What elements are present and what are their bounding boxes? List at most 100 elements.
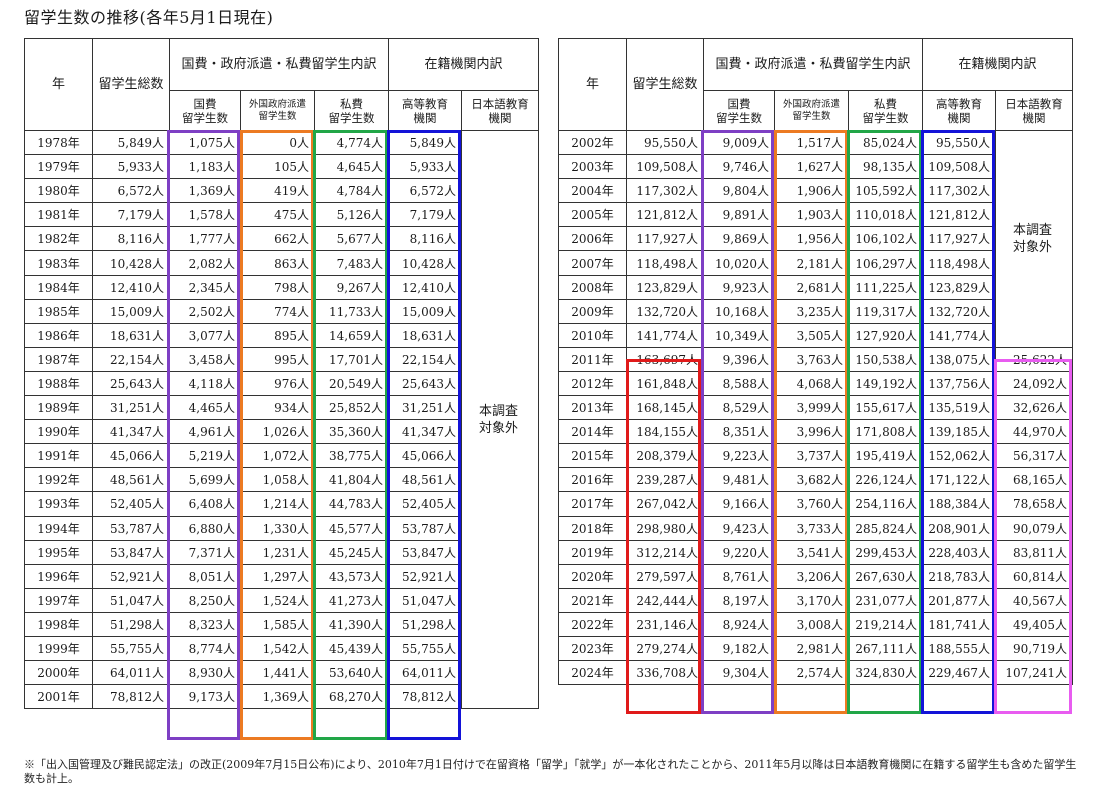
gov-cell: 8,761人 [703, 563, 775, 589]
foreign-cell: 1,330人 [240, 515, 315, 541]
gov-cell: 9,173人 [169, 684, 241, 710]
gov-cell: 9,804人 [703, 178, 775, 204]
higher-cell: 188,384人 [922, 491, 996, 517]
foreign-cell: 0人 [240, 129, 315, 156]
year-cell: 2011年 [558, 346, 627, 372]
private-cell: 41,273人 [314, 587, 389, 613]
header-private: 私費 留学生数 [314, 90, 389, 131]
header-private: 私費 留学生数 [848, 90, 923, 131]
higher-cell: 78,812人 [388, 684, 462, 710]
table-row: 2009年 132,720人 10,168人 3,235人 119,317人 132,72… [558, 298, 1073, 324]
total-cell: 12,410人 [92, 274, 170, 300]
gov-cell: 8,588人 [703, 370, 775, 397]
total-cell: 163,697人 [626, 346, 704, 372]
private-cell: 4,774人 [314, 129, 389, 156]
private-cell: 149,192人 [848, 370, 923, 397]
higher-cell: 48,561人 [388, 467, 462, 493]
private-cell: 231,077人 [848, 587, 923, 613]
year-cell: 1984年 [24, 274, 93, 300]
higher-cell: 18,631人 [388, 322, 462, 348]
foreign-cell: 3,682人 [774, 467, 849, 493]
gov-cell: 10,349人 [703, 322, 775, 348]
higher-cell: 5,849人 [388, 129, 462, 156]
private-cell: 324,830人 [848, 660, 923, 686]
table-row: 1989年 31,251人 4,465人 934人 25,852人 31,251人 [24, 395, 539, 421]
private-cell: 17,701人 [314, 346, 389, 372]
table-row: 2010年 141,774人 10,349人 3,505人 127,920人 141,77… [558, 322, 1073, 348]
private-cell: 195,419人 [848, 443, 923, 469]
foreign-cell: 1,542人 [240, 635, 315, 662]
private-cell: 299,453人 [848, 539, 923, 565]
private-cell: 219,214人 [848, 611, 923, 637]
year-cell: 1999年 [24, 635, 93, 662]
year-cell: 2005年 [558, 202, 627, 228]
gov-cell: 6,408人 [169, 491, 241, 517]
private-cell: 254,116人 [848, 491, 923, 517]
table-row: 2019年 312,214人 9,220人 3,541人 299,453人 228,403… [558, 539, 1073, 565]
higher-cell: 31,251人 [388, 395, 462, 421]
private-cell: 150,538人 [848, 346, 923, 372]
gov-cell: 9,891人 [703, 202, 775, 228]
japanese-cell: 25,622人 [995, 346, 1073, 372]
higher-cell: 22,154人 [388, 346, 462, 372]
table-row: 1979年 5,933人 1,183人 105人 4,645人 5,933人 [24, 154, 539, 180]
foreign-cell: 863人 [240, 250, 315, 276]
year-cell: 2002年 [558, 129, 627, 156]
japanese-cell: 90,079人 [995, 515, 1073, 541]
header-higher: 高等教育 機関 [922, 90, 996, 131]
year-cell: 2008年 [558, 274, 627, 300]
total-cell: 109,508人 [626, 154, 704, 180]
total-cell: 208,379人 [626, 443, 704, 469]
header-breakdown: 国費・政府派遣・私費留学生内訳 [703, 38, 923, 91]
higher-cell: 45,066人 [388, 443, 462, 469]
year-cell: 1983年 [24, 250, 93, 276]
private-cell: 53,640人 [314, 660, 389, 686]
year-cell: 1993年 [24, 491, 93, 517]
gov-cell: 1,578人 [169, 202, 241, 228]
year-cell: 1985年 [24, 298, 93, 324]
gov-cell: 8,774人 [169, 635, 241, 662]
private-cell: 25,852人 [314, 395, 389, 421]
foreign-cell: 3,996人 [774, 419, 849, 445]
japanese-cell: 32,626人 [995, 395, 1073, 421]
higher-cell: 218,783人 [922, 563, 996, 589]
higher-cell: 117,302人 [922, 178, 996, 204]
total-cell: 239,287人 [626, 467, 704, 493]
total-cell: 22,154人 [92, 346, 170, 372]
year-cell: 2004年 [558, 178, 627, 204]
higher-cell: 53,787人 [388, 515, 462, 541]
private-cell: 20,549人 [314, 370, 389, 397]
private-cell: 11,733人 [314, 298, 389, 324]
gov-cell: 9,220人 [703, 539, 775, 565]
total-cell: 8,116人 [92, 226, 170, 252]
foreign-cell: 3,206人 [774, 563, 849, 589]
gov-cell: 8,529人 [703, 395, 775, 421]
year-cell: 2023年 [558, 635, 627, 662]
gov-cell: 8,250人 [169, 587, 241, 613]
japanese-cell: 83,811人 [995, 539, 1073, 565]
private-cell: 4,645人 [314, 154, 389, 180]
total-cell: 298,980人 [626, 515, 704, 541]
japanese-cell: 44,970人 [995, 419, 1073, 445]
gov-cell: 9,481人 [703, 467, 775, 493]
private-cell: 68,270人 [314, 684, 389, 710]
higher-cell: 201,877人 [922, 587, 996, 613]
header-year: 年 [24, 38, 93, 131]
private-cell: 45,577人 [314, 515, 389, 541]
private-cell: 267,111人 [848, 635, 923, 662]
gov-cell: 8,197人 [703, 587, 775, 613]
higher-cell: 139,185人 [922, 419, 996, 445]
foreign-cell: 3,760人 [774, 491, 849, 517]
gov-cell: 2,502人 [169, 298, 241, 324]
private-cell: 14,659人 [314, 322, 389, 348]
total-cell: 6,572人 [92, 178, 170, 204]
foreign-cell: 3,235人 [774, 298, 849, 324]
total-cell: 95,550人 [626, 129, 704, 156]
year-cell: 1991年 [24, 443, 93, 469]
total-cell: 78,812人 [92, 684, 170, 710]
foreign-cell: 3,763人 [774, 346, 849, 372]
gov-cell: 2,082人 [169, 250, 241, 276]
foreign-cell: 995人 [240, 346, 315, 372]
higher-cell: 229,467人 [922, 660, 996, 686]
total-cell: 55,755人 [92, 635, 170, 662]
